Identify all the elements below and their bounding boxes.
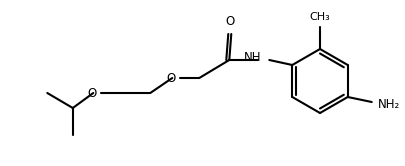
Text: CH₃: CH₃	[309, 12, 330, 22]
Text: O: O	[166, 72, 175, 84]
Text: O: O	[87, 86, 96, 99]
Text: NH₂: NH₂	[377, 97, 399, 111]
Text: O: O	[225, 15, 234, 28]
Text: NH: NH	[243, 50, 261, 64]
